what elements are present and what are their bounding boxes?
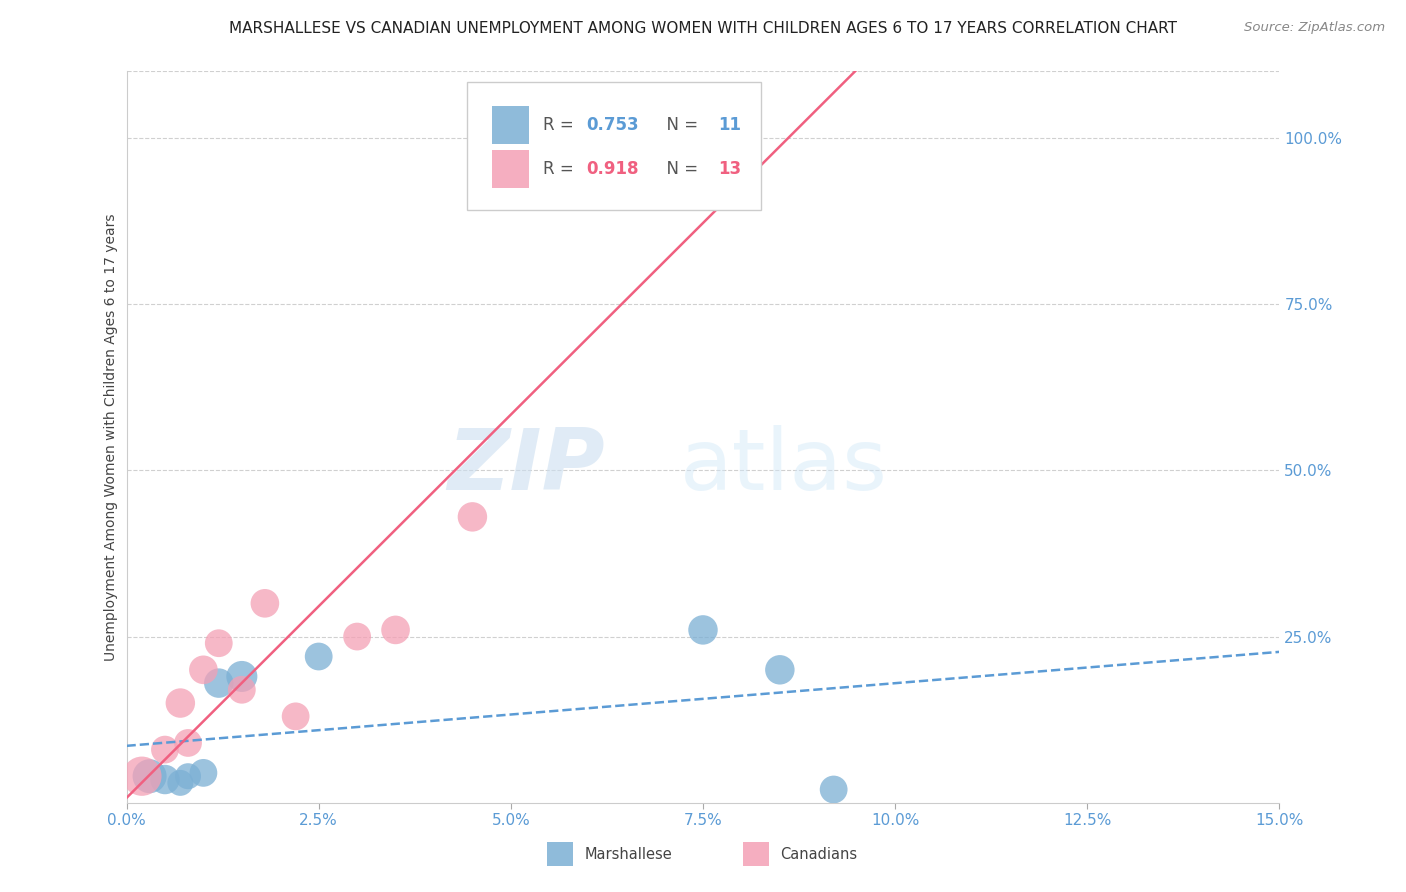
Text: Canadians: Canadians (780, 847, 858, 862)
Point (169, 776, 191, 790)
FancyBboxPatch shape (492, 106, 529, 144)
Text: Marshallese: Marshallese (585, 847, 672, 862)
FancyBboxPatch shape (467, 82, 761, 211)
Point (153, 742, 176, 756)
Point (231, 682, 253, 697)
Text: N =: N = (655, 160, 703, 178)
Point (131, 769, 153, 783)
Text: R =: R = (543, 116, 579, 134)
FancyBboxPatch shape (744, 842, 769, 866)
Point (308, 649, 330, 664)
Text: 0.918: 0.918 (586, 160, 640, 178)
Point (169, 696, 191, 710)
Point (692, 623, 714, 637)
Point (384, 623, 406, 637)
Point (692, 111, 714, 125)
Point (193, 765, 215, 780)
Text: ZIP: ZIP (447, 425, 605, 508)
Point (177, 736, 200, 750)
Point (177, 769, 200, 783)
Point (208, 676, 231, 690)
Point (823, 782, 845, 797)
FancyBboxPatch shape (547, 842, 572, 866)
Point (208, 636, 231, 650)
Text: 13: 13 (718, 160, 741, 178)
Point (193, 663, 215, 677)
Point (231, 669, 253, 683)
Point (284, 709, 307, 723)
Text: MARSHALLESE VS CANADIAN UNEMPLOYMENT AMONG WOMEN WITH CHILDREN AGES 6 TO 17 YEAR: MARSHALLESE VS CANADIAN UNEMPLOYMENT AMO… (229, 21, 1177, 36)
Text: R =: R = (543, 160, 579, 178)
Text: 11: 11 (718, 116, 741, 134)
Point (253, 596, 276, 610)
Point (769, 663, 792, 677)
Text: Source: ZipAtlas.com: Source: ZipAtlas.com (1244, 21, 1385, 34)
Y-axis label: Unemployment Among Women with Children Ages 6 to 17 years: Unemployment Among Women with Children A… (104, 213, 118, 661)
Point (153, 772, 176, 787)
Text: N =: N = (655, 116, 703, 134)
Point (461, 509, 484, 524)
Point (138, 769, 160, 783)
Text: 0.753: 0.753 (586, 116, 640, 134)
Text: atlas: atlas (679, 425, 887, 508)
FancyBboxPatch shape (492, 150, 529, 187)
Point (346, 630, 368, 644)
